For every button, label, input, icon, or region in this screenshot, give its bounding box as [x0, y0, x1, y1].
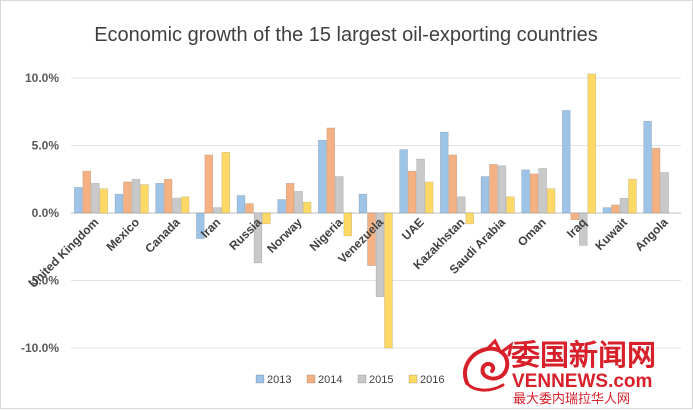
bar-2014	[570, 212, 580, 221]
y-axis-ticks: 10.0% 5.0% 0.0% -5.0% -10.0%	[21, 71, 59, 355]
bar-2016	[99, 188, 109, 214]
x-tick-label: Angola	[632, 215, 671, 254]
legend: 2013 2014 2015 2016	[255, 374, 444, 386]
bar-2016	[384, 212, 393, 349]
bar-2013	[399, 149, 408, 214]
legend-label: 2016	[420, 374, 444, 386]
legend-swatch	[255, 374, 265, 384]
bar-2014	[367, 212, 376, 266]
bar-2016	[628, 178, 637, 214]
y-tick-label: -10.0%	[21, 341, 59, 355]
bar-2013	[480, 176, 490, 214]
watermark-logo: 委国新闻网 VENNEWS.com 最大委内瑞拉华人网	[463, 338, 656, 407]
bar-2016	[546, 188, 556, 214]
bar-2015	[253, 212, 263, 264]
legend-label: 2013	[267, 374, 291, 386]
bar-2014	[529, 173, 539, 214]
bar-2013	[155, 183, 164, 214]
bar-2013	[196, 212, 205, 239]
legend-swatch	[408, 374, 418, 384]
bar-2015	[619, 197, 629, 214]
bar-2016	[180, 196, 190, 214]
y-tick-label: 5.0%	[32, 139, 60, 153]
bar-2016	[221, 151, 231, 214]
bar-2016	[465, 212, 475, 225]
watermark-line1: 委国新闻网	[511, 338, 656, 372]
legend-swatch	[306, 374, 316, 384]
bar-2015	[375, 212, 385, 297]
bar-2013	[277, 199, 286, 214]
x-tick-label: Mexico	[103, 215, 142, 254]
bar-2014	[285, 183, 295, 214]
bar-2014	[407, 170, 417, 214]
bar-2014	[204, 154, 214, 214]
bar-2013	[114, 193, 124, 214]
bar-2013	[602, 207, 612, 214]
bar-2015	[213, 207, 222, 214]
watermark-line3: 最大委内瑞拉华人网	[513, 391, 630, 407]
dragon-icon	[463, 338, 514, 392]
bar-2013	[74, 187, 83, 214]
bar-2015	[579, 212, 588, 246]
bar-2014	[123, 181, 132, 214]
bar-2014	[326, 127, 336, 214]
bar-2013	[440, 131, 449, 214]
bar-2015	[294, 191, 303, 214]
legend-swatch	[357, 374, 367, 384]
bar-2014	[448, 154, 458, 214]
bar-2014	[82, 170, 92, 214]
bar-2016	[587, 73, 597, 214]
bar-2016	[262, 212, 271, 225]
x-tick-label: Canada	[142, 215, 183, 256]
x-tick-label: Nigeria	[307, 215, 346, 254]
watermark-line2: VENNEWS.com	[512, 371, 652, 392]
bar-2015	[416, 158, 425, 214]
bar-2014	[611, 204, 620, 214]
bars	[74, 73, 669, 349]
bar-2014	[489, 164, 498, 214]
bar-2013	[236, 195, 246, 214]
bar-2014	[651, 147, 661, 214]
bar-2016	[424, 181, 434, 214]
bar-2015	[91, 183, 100, 214]
chart-title: Economic growth of the 15 largest oil-ex…	[94, 24, 598, 46]
x-tick-label: Oman	[515, 215, 549, 249]
bar-2016	[343, 212, 353, 237]
y-tick-label: 0.0%	[32, 206, 60, 220]
bar-2014	[245, 203, 254, 214]
bar-2015	[538, 168, 547, 214]
bar-2016	[506, 196, 515, 214]
legend-label: 2015	[369, 374, 393, 386]
bar-2015	[172, 197, 181, 214]
bar-2016	[302, 201, 312, 214]
x-tick-label: United Kingdom	[26, 215, 101, 290]
bar-2015	[457, 196, 466, 214]
x-tick-label: UAE	[399, 215, 427, 243]
bar-2013	[358, 193, 368, 214]
bar-2014	[163, 178, 173, 214]
legend-label: 2014	[318, 374, 342, 386]
bar-2016	[140, 184, 149, 214]
bar-2013	[318, 139, 327, 214]
bar-2015	[335, 176, 344, 214]
y-tick-label: -5.0%	[28, 274, 60, 288]
bar-2015	[497, 165, 507, 214]
bar-2013	[562, 110, 571, 214]
x-tick-label: Kuwait	[592, 215, 630, 253]
bar-2015	[660, 172, 669, 214]
bar-2015	[131, 178, 141, 214]
bar-2013	[521, 169, 530, 214]
bar-2013	[643, 120, 652, 214]
y-tick-label: 10.0%	[25, 71, 59, 85]
